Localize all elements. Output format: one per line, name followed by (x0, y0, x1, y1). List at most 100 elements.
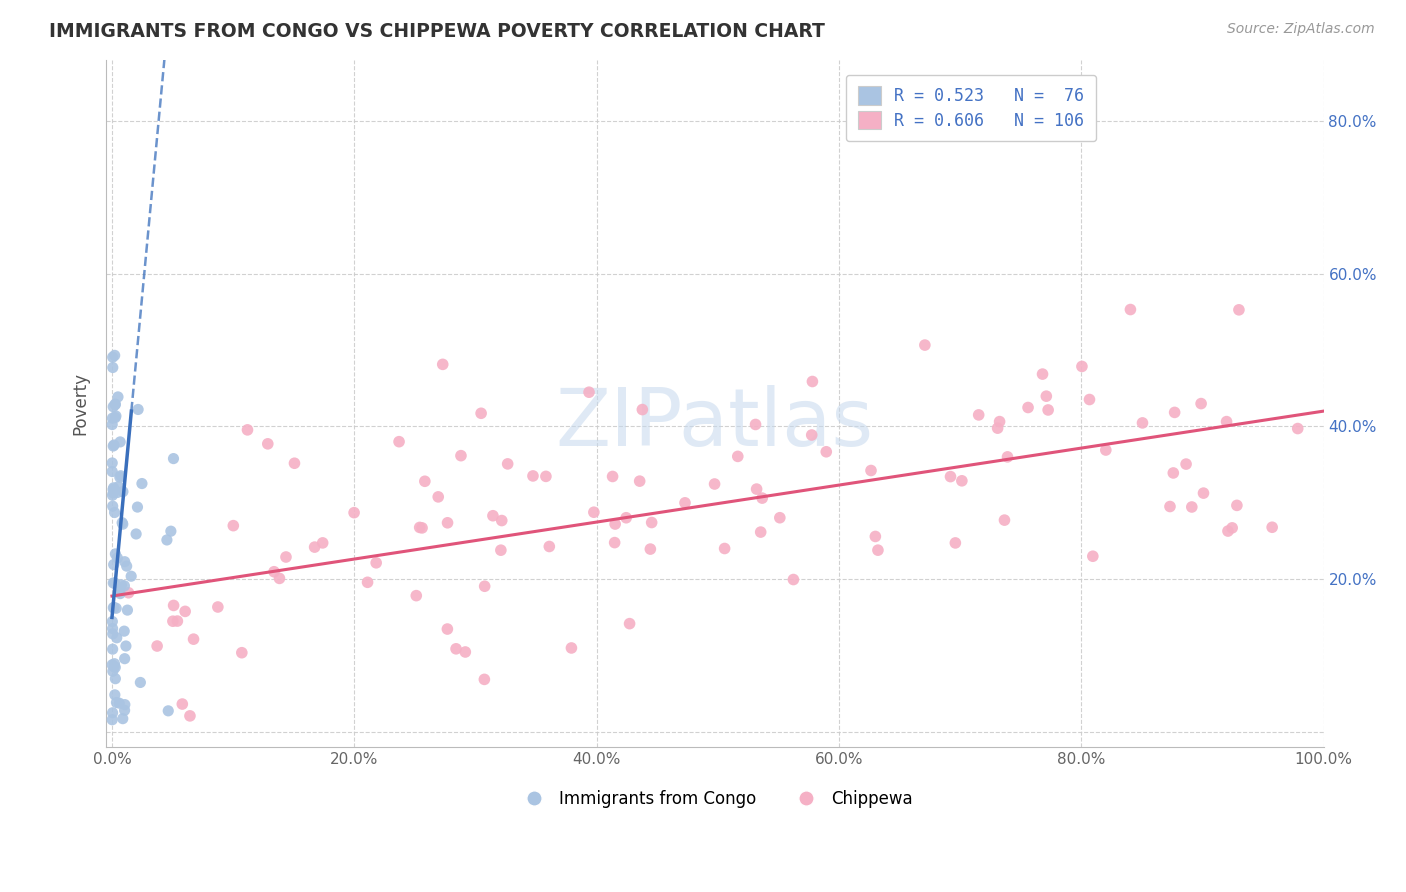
Point (114, 698, 136, 712)
Point (474, 673, 496, 687)
Point (108, 586, 131, 600)
Point (166, 614, 188, 628)
Point (311, 536, 333, 550)
Text: Source: ZipAtlas.com: Source: ZipAtlas.com (1227, 22, 1375, 37)
Point (105, 631, 128, 645)
Point (104, 660, 127, 674)
Point (101, 642, 124, 657)
Point (101, 622, 124, 636)
Point (101, 488, 124, 502)
Point (120, 569, 142, 583)
Point (1189, 396, 1212, 410)
Point (269, 571, 291, 585)
Point (491, 514, 513, 528)
Point (496, 457, 519, 471)
Point (125, 527, 148, 541)
Point (1095, 443, 1118, 458)
Point (356, 575, 378, 590)
Point (859, 463, 882, 477)
Point (103, 657, 125, 671)
Point (1119, 302, 1142, 317)
Point (1192, 486, 1215, 500)
Point (174, 604, 197, 618)
Point (605, 516, 627, 531)
Point (115, 639, 138, 653)
Point (103, 400, 125, 414)
Y-axis label: Poverty: Poverty (72, 372, 89, 435)
Point (112, 579, 135, 593)
Point (560, 640, 582, 655)
Point (156, 533, 179, 547)
Point (713, 541, 735, 556)
Point (105, 551, 128, 566)
Point (104, 410, 127, 425)
Point (101, 411, 124, 425)
Point (997, 450, 1019, 464)
Point (444, 641, 467, 656)
Point (474, 579, 496, 593)
Point (1175, 457, 1198, 471)
Point (101, 465, 124, 479)
Point (866, 543, 889, 558)
Point (703, 477, 725, 491)
Point (114, 651, 136, 665)
Point (427, 490, 450, 504)
Point (800, 428, 823, 442)
Point (101, 706, 124, 720)
Point (1132, 416, 1154, 430)
Point (582, 505, 605, 519)
Point (578, 385, 600, 400)
Point (101, 627, 124, 641)
Point (101, 499, 124, 513)
Point (104, 576, 127, 591)
Point (111, 712, 134, 726)
Point (104, 398, 127, 412)
Point (534, 469, 557, 483)
Point (413, 475, 436, 489)
Point (745, 482, 768, 496)
Point (157, 704, 180, 718)
Point (101, 360, 124, 375)
Point (640, 516, 662, 530)
Legend: Immigrants from Congo, Chippewa: Immigrants from Congo, Chippewa (510, 783, 920, 814)
Point (160, 524, 183, 538)
Point (1031, 367, 1053, 381)
Point (1078, 392, 1101, 407)
Point (104, 348, 127, 362)
Point (1035, 389, 1057, 403)
Point (1216, 524, 1239, 538)
Point (619, 616, 641, 631)
Point (111, 517, 134, 532)
Point (987, 421, 1010, 435)
Point (1181, 500, 1204, 514)
Point (117, 603, 139, 617)
Point (263, 565, 285, 579)
Text: IMMIGRANTS FROM CONGO VS CHIPPEWA POVERTY CORRELATION CHART: IMMIGRANTS FROM CONGO VS CHIPPEWA POVERT… (49, 22, 825, 41)
Point (103, 481, 125, 495)
Point (1159, 500, 1181, 514)
Point (1220, 521, 1243, 535)
Point (103, 558, 125, 572)
Point (943, 536, 966, 550)
Point (103, 600, 125, 615)
Point (865, 529, 887, 543)
Point (103, 576, 125, 591)
Point (388, 434, 411, 449)
Point (127, 402, 149, 417)
Point (411, 521, 433, 535)
Point (749, 525, 772, 540)
Point (115, 559, 138, 574)
Point (231, 646, 253, 660)
Point (967, 408, 990, 422)
Point (1261, 520, 1284, 534)
Point (1226, 499, 1249, 513)
Point (105, 601, 128, 615)
Point (101, 456, 124, 470)
Point (640, 542, 662, 557)
Point (108, 583, 131, 598)
Point (101, 657, 124, 672)
Point (436, 622, 458, 636)
Point (1227, 302, 1250, 317)
Point (801, 375, 824, 389)
Point (101, 483, 124, 497)
